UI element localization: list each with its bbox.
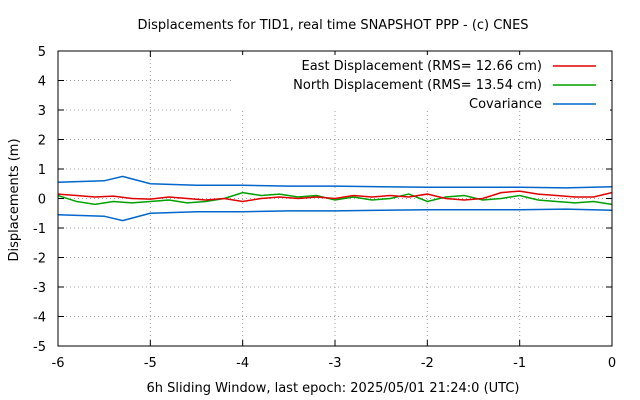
y-tick-label: -5: [33, 340, 46, 355]
x-tick-label: 0: [608, 356, 616, 371]
y-tick-label: -1: [33, 222, 46, 237]
x-axis-label: 6h Sliding Window, last epoch: 2025/05/0…: [146, 381, 519, 396]
x-tick-label: -5: [144, 356, 157, 371]
x-tick-label: -6: [52, 356, 65, 371]
series-group: [57, 175, 613, 222]
y-tick-label: 0: [38, 193, 46, 208]
ticks: -6 -5 -4 -3 -2 -1 0 -5 -4 -3 -2 -1 0 1 2 3 4 5: [33, 45, 616, 371]
x-tick-label: -3: [329, 356, 342, 371]
legend-label: Covariance: [469, 97, 542, 112]
y-axis-label: Displacements (m): [7, 138, 22, 261]
y-tick-label: -4: [33, 311, 46, 326]
legend: East Displacement (RMS= 12.66 cm) North D…: [232, 55, 610, 112]
y-tick-label: 2: [38, 134, 46, 149]
y-tick-label: 5: [38, 45, 46, 60]
x-tick-label: -1: [513, 356, 526, 371]
x-tick-label: -2: [421, 356, 434, 371]
covariance-lower-line: [57, 208, 613, 222]
y-tick-label: -2: [33, 252, 46, 267]
chart-title: Displacements for TID1, real time SNAPSH…: [137, 18, 528, 33]
east-displacement-line: [57, 190, 613, 203]
legend-label: East Displacement (RMS= 12.66 cm): [301, 59, 542, 74]
legend-label: North Displacement (RMS= 13.54 cm): [293, 78, 542, 93]
y-tick-label: 1: [38, 163, 46, 178]
y-tick-label: 3: [38, 104, 46, 119]
y-tick-label: 4: [38, 75, 46, 90]
x-tick-label: -4: [236, 356, 249, 371]
covariance-upper-line: [57, 175, 613, 189]
y-tick-label: -3: [33, 281, 46, 296]
legend-background: [232, 55, 610, 111]
north-displacement-line: [57, 191, 613, 206]
